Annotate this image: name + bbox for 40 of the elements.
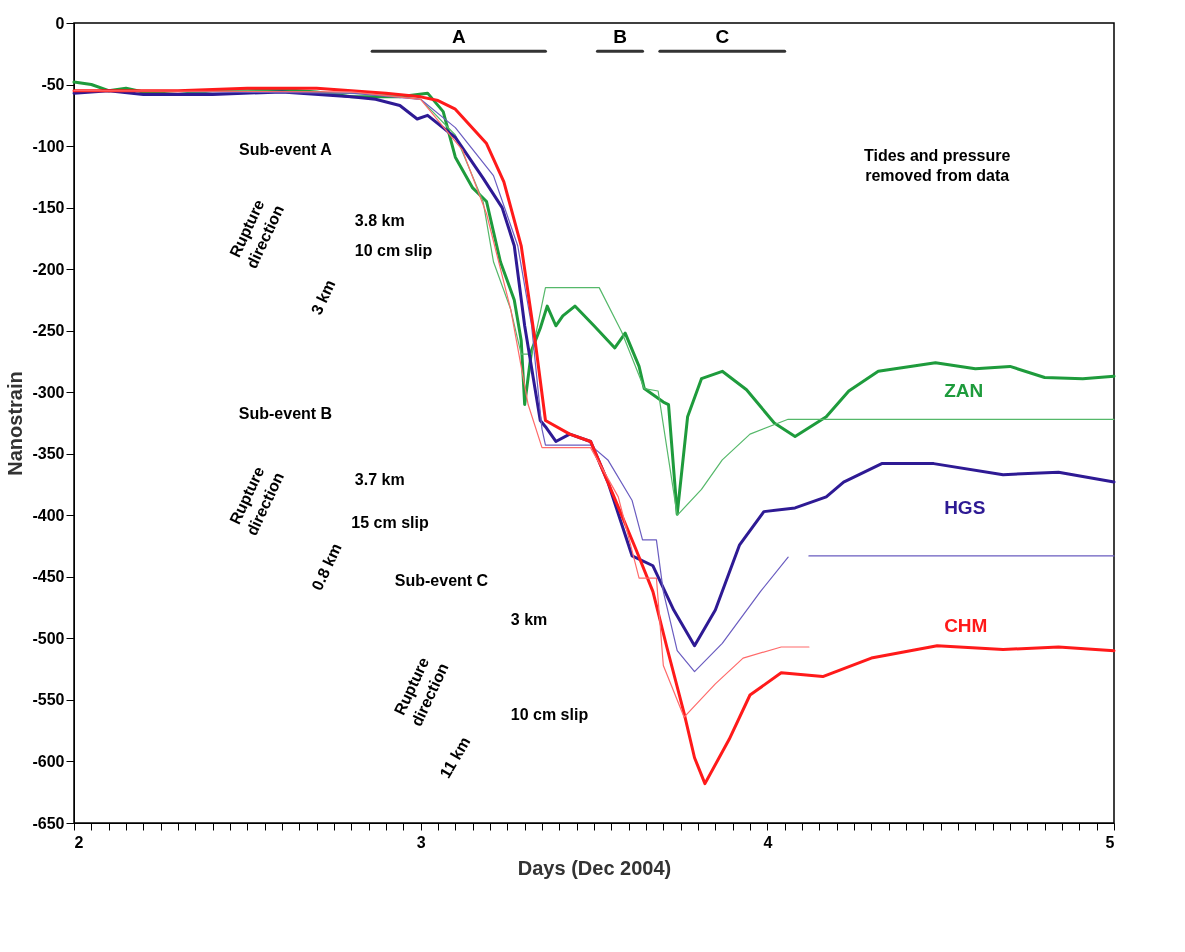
series-label: B: [613, 26, 627, 48]
y-tick-label: -300: [32, 383, 65, 401]
x-tick-label: 2: [74, 833, 84, 851]
x-tick-label: 4: [763, 833, 773, 851]
annotation: 15 cm slip: [351, 513, 429, 531]
series-label: CHM: [944, 615, 988, 637]
y-tick-label: -250: [32, 322, 65, 340]
x-tick-label: 3: [416, 833, 426, 851]
y-tick-label: -50: [41, 76, 65, 94]
y-tick-label: -350: [32, 445, 65, 463]
series-label: ZAN: [944, 380, 984, 401]
y-tick-label: -450: [32, 568, 65, 586]
y-tick-label: -100: [32, 137, 65, 155]
annotation: 3.8 km: [354, 212, 405, 230]
annotation: 3 km: [307, 277, 339, 318]
series-label: C: [715, 26, 730, 48]
annotation: 3.7 km: [354, 470, 405, 488]
y-axis-title: Nanostrain: [4, 371, 27, 476]
annotation: Tides and pressure removed from data: [863, 146, 1011, 184]
annotation: Sub-event C: [394, 571, 489, 589]
x-tick-label: 5: [1105, 833, 1115, 851]
annotation: 3 km: [510, 610, 548, 628]
y-tick-label: -150: [32, 199, 65, 217]
line-series: [72, 86, 1116, 786]
y-tick-label: -400: [32, 506, 65, 524]
annotation: Sub-event B: [238, 405, 333, 423]
annotation: Sub-event A: [239, 140, 333, 158]
y-tick-label: -550: [32, 691, 65, 709]
series-label: A: [451, 26, 466, 48]
y-tick-label: -500: [32, 629, 65, 647]
y-tick-label: -600: [32, 752, 65, 770]
series-label: HGS: [944, 496, 986, 518]
annotation: 11 km: [436, 734, 474, 782]
annotation: 10 cm slip: [354, 241, 433, 259]
annotation: 0.8 km: [308, 540, 345, 593]
annotation: 10 cm slip: [510, 705, 589, 723]
y-tick-label: -650: [32, 814, 65, 832]
x-axis-title: Days (Dec 2004): [517, 856, 672, 879]
y-tick-label: 0: [55, 14, 65, 32]
y-tick-label: -200: [32, 260, 65, 278]
